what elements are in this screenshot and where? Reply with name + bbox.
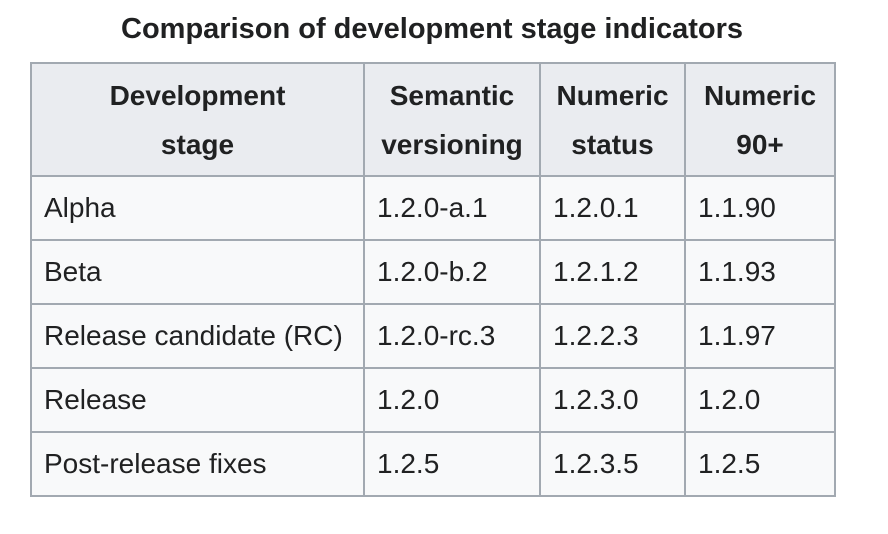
development-stage-table: Development stage Semantic versioning Nu… xyxy=(30,62,836,497)
table-header-row: Development stage Semantic versioning Nu… xyxy=(30,62,836,177)
cell-stage: Release xyxy=(30,367,365,433)
column-header-numeric-90plus: Numeric 90+ xyxy=(684,62,836,177)
cell-stage: Release candidate (RC) xyxy=(30,303,365,369)
page-title: Comparison of development stage indicato… xyxy=(121,13,743,45)
cell-semantic-versioning: 1.2.0-a.1 xyxy=(363,175,541,241)
table-row: Post-release fixes 1.2.5 1.2.3.5 1.2.5 xyxy=(30,431,836,497)
column-header-semantic-versioning: Semantic versioning xyxy=(363,62,541,177)
cell-stage: Beta xyxy=(30,239,365,305)
table-row: Release 1.2.0 1.2.3.0 1.2.0 xyxy=(30,367,836,433)
column-header-line: status xyxy=(571,128,654,160)
cell-stage: Post-release fixes xyxy=(30,431,365,497)
cell-semantic-versioning: 1.2.0 xyxy=(363,367,541,433)
column-header-line: 90+ xyxy=(736,128,784,160)
column-header-development-stage: Development stage xyxy=(30,62,365,177)
cell-numeric-status: 1.2.2.3 xyxy=(539,303,686,369)
table-row: Release candidate (RC) 1.2.0-rc.3 1.2.2.… xyxy=(30,303,836,369)
column-header-numeric-status: Numeric status xyxy=(539,62,686,177)
cell-semantic-versioning: 1.2.0-rc.3 xyxy=(363,303,541,369)
column-header-line: Semantic xyxy=(389,79,515,111)
column-header-line: Numeric xyxy=(556,79,669,111)
column-header-line: versioning xyxy=(381,128,523,160)
column-header-line: Numeric xyxy=(703,79,817,111)
cell-numeric-status: 1.2.3.5 xyxy=(539,431,686,497)
cell-stage: Alpha xyxy=(30,175,365,241)
cell-numeric-90plus: 1.1.90 xyxy=(684,175,836,241)
table-row: Beta 1.2.0-b.2 1.2.1.2 1.1.93 xyxy=(30,239,836,305)
table-row: Alpha 1.2.0-a.1 1.2.0.1 1.1.90 xyxy=(30,175,836,241)
cell-numeric-status: 1.2.3.0 xyxy=(539,367,686,433)
column-header-line: Development xyxy=(109,79,286,111)
cell-numeric-90plus: 1.2.5 xyxy=(684,431,836,497)
cell-numeric-status: 1.2.0.1 xyxy=(539,175,686,241)
column-header-line: stage xyxy=(160,128,235,160)
cell-semantic-versioning: 1.2.0-b.2 xyxy=(363,239,541,305)
cell-numeric-90plus: 1.1.97 xyxy=(684,303,836,369)
cell-numeric-90plus: 1.1.93 xyxy=(684,239,836,305)
cell-numeric-status: 1.2.1.2 xyxy=(539,239,686,305)
cell-numeric-90plus: 1.2.0 xyxy=(684,367,836,433)
cell-semantic-versioning: 1.2.5 xyxy=(363,431,541,497)
